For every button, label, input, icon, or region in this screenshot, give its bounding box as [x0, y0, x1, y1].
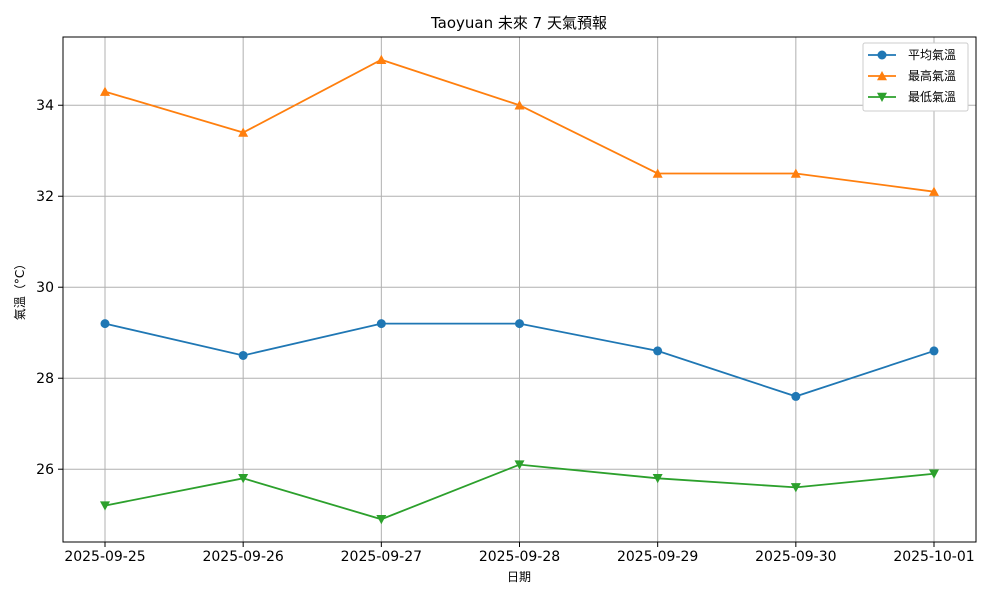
y-axis-label: 氣溫（°C） — [13, 258, 27, 320]
legend-label: 平均氣溫 — [908, 48, 956, 62]
data-point — [929, 469, 939, 479]
x-axis-label: 日期 — [507, 570, 531, 584]
y-axis: 26 28 30 32 34 — [36, 98, 63, 478]
data-point — [515, 319, 524, 329]
data-point — [790, 168, 801, 178]
x-tick-label: 2025-09-25 — [64, 549, 145, 565]
data-point — [376, 54, 387, 64]
legend-marker — [877, 50, 887, 60]
data-point — [929, 186, 939, 196]
y-tick-label: 30 — [36, 280, 54, 296]
series-1 — [100, 319, 939, 401]
x-tick-label: 2025-09-28 — [479, 549, 560, 565]
data-point — [514, 100, 525, 110]
y-tick-label: 34 — [36, 98, 54, 114]
data-point — [100, 86, 110, 96]
data-point — [376, 319, 386, 329]
data-point — [929, 346, 939, 356]
legend-label: 最高氣溫 — [908, 68, 956, 83]
x-tick-label: 2025-10-01 — [893, 549, 974, 565]
y-tick-label: 32 — [36, 189, 54, 205]
y-tick-label: 26 — [36, 462, 54, 478]
data-point — [652, 474, 663, 484]
legend-marker — [877, 71, 887, 81]
series-2 — [100, 54, 939, 196]
legend-label: 最低氣溫 — [908, 90, 956, 104]
series-layer — [100, 54, 939, 525]
legend-marker — [877, 92, 887, 102]
data-point — [652, 168, 663, 178]
data-point — [100, 501, 110, 511]
data-point — [238, 474, 249, 484]
data-point — [238, 350, 248, 360]
series-3 — [100, 460, 939, 525]
data-point — [653, 346, 663, 356]
data-point — [100, 319, 110, 329]
x-tick-label: 2025-09-30 — [755, 549, 836, 565]
grid — [63, 37, 976, 542]
x-axis: 2025-09-25 2025-09-26 2025-09-27 2025-09-28… — [64, 542, 975, 565]
data-point — [514, 460, 525, 470]
data-point — [790, 483, 801, 493]
x-tick-label: 2025-09-29 — [617, 549, 698, 565]
x-tick-label: 2025-09-27 — [341, 549, 422, 565]
chart-title: Taoyuan 未來 7 天氣預報 — [430, 14, 607, 32]
data-point — [238, 127, 249, 137]
legend-box — [862, 42, 969, 112]
data-point — [376, 515, 387, 525]
data-point — [791, 391, 801, 401]
x-tick-label: 2025-09-26 — [202, 549, 283, 565]
y-tick-label: 28 — [36, 371, 54, 387]
